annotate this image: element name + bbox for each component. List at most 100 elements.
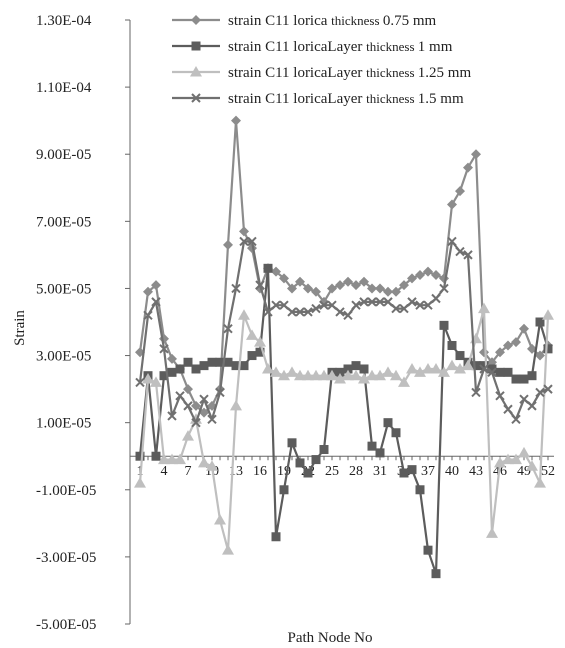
series-2-point xyxy=(335,367,345,377)
series-2-point xyxy=(255,347,265,357)
series-2-point xyxy=(511,374,521,384)
series-1-point xyxy=(375,283,385,294)
series-3-point xyxy=(230,399,242,411)
series-2-point xyxy=(487,364,497,374)
series-3-point xyxy=(414,366,426,377)
series-4-point xyxy=(215,387,225,398)
legend-entry-1: strain C11 lorica thickness 0.75 mm xyxy=(172,13,436,29)
series-4-point xyxy=(191,417,201,428)
series-3-point xyxy=(302,369,314,381)
series-4-point xyxy=(519,394,529,404)
series-1-point xyxy=(471,149,481,160)
y-tick-label: 5.00E-05 xyxy=(36,281,91,297)
series-4-point xyxy=(471,387,481,398)
series-1-point xyxy=(279,273,289,284)
series-3-point xyxy=(286,366,298,377)
series-2-point xyxy=(207,357,217,367)
legend-swatch-marker xyxy=(190,66,202,77)
series-2-point xyxy=(199,361,209,371)
series-1-point xyxy=(447,199,457,210)
x-tick-label: 4 xyxy=(161,464,168,479)
series-1-point xyxy=(311,286,321,297)
series-1-point xyxy=(503,340,513,351)
x-axis: 147101316192225283134374043464952 xyxy=(130,455,555,479)
series-4-point xyxy=(207,414,217,425)
legend-entry-4: strain C11 loricaLayer thickness 1.5 mm xyxy=(172,91,464,107)
series-4 xyxy=(135,236,553,428)
y-axis-title: Strain xyxy=(12,310,28,346)
series-4-point xyxy=(295,307,305,317)
y-tick-label: 7.00E-05 xyxy=(36,214,91,230)
series-4-point xyxy=(151,297,161,307)
series-1-point xyxy=(431,270,441,281)
series-1-point xyxy=(495,347,505,358)
series-1-point xyxy=(407,273,417,284)
legend-entry-2: strain C11 loricaLayer thickness 1 mm xyxy=(172,39,453,55)
series-3-point xyxy=(294,369,306,381)
series-3-point xyxy=(454,362,466,374)
series-4-point xyxy=(335,307,345,317)
x-tick-label: 28 xyxy=(349,464,363,479)
series-3-point xyxy=(174,453,186,465)
series-4-point xyxy=(143,310,153,320)
series-2-point xyxy=(279,485,289,495)
series-1-point xyxy=(351,280,361,291)
series-2-point xyxy=(311,455,321,465)
series-2-point xyxy=(191,364,201,374)
series-3-point xyxy=(358,373,370,384)
y-tick-label: -3.00E-05 xyxy=(36,550,96,566)
series-2-point xyxy=(391,428,401,438)
series-3-point xyxy=(270,366,282,377)
series-3-point xyxy=(342,369,354,381)
series-1-point xyxy=(151,280,161,291)
series-3-point xyxy=(158,453,170,465)
series-3-point xyxy=(134,477,146,488)
series-2-point xyxy=(423,545,433,555)
series-2-point xyxy=(159,371,169,381)
x-tick-label: 31 xyxy=(373,464,387,479)
series-3-point xyxy=(198,456,210,468)
series-1-point xyxy=(343,276,353,287)
legend-label: strain C11 loricaLayer thickness 1.25 mm xyxy=(228,65,471,81)
series-4-point xyxy=(359,297,369,307)
series-1-point xyxy=(535,350,545,361)
series-2-point xyxy=(479,361,489,371)
series-1-point xyxy=(167,353,177,364)
series-1-point xyxy=(191,400,201,411)
series-2-point xyxy=(183,357,193,367)
y-tick-label: -1.00E-05 xyxy=(36,483,96,499)
series-3-point xyxy=(438,366,450,377)
series-4-point xyxy=(167,411,177,421)
series-2-point xyxy=(543,344,553,354)
y-axis: 1.30E-04 1.10E-04 9.00E-05 7.00E-05 5.00E-05… xyxy=(36,13,131,633)
series-4-point xyxy=(319,300,329,310)
series-4-point xyxy=(183,401,193,411)
legend-entry-3: strain C11 loricaLayer thickness 1.25 mm xyxy=(172,65,471,81)
series-3-point xyxy=(430,362,442,374)
series-1-point xyxy=(303,283,313,294)
series-2-point xyxy=(135,451,145,461)
series-2-point xyxy=(167,367,177,377)
series-3-point xyxy=(374,369,386,381)
series-4-point xyxy=(535,387,545,398)
series-4-point xyxy=(455,246,465,257)
y-tick-label: 1.10E-04 xyxy=(36,80,92,96)
x-tick-label: 40 xyxy=(445,464,459,479)
series-3-point xyxy=(398,376,410,387)
series-4-point xyxy=(135,377,145,388)
legend-swatch-marker xyxy=(191,41,201,51)
series-1-point xyxy=(519,323,529,334)
series-3-point xyxy=(262,362,274,374)
series-1-point xyxy=(335,280,345,291)
series-2-point xyxy=(223,357,233,367)
y-tick-label: 1.00E-05 xyxy=(36,416,91,432)
series-3-point xyxy=(486,527,498,538)
series-2-point xyxy=(383,418,393,428)
series-1 xyxy=(135,115,553,418)
series-1-point xyxy=(295,276,305,287)
x-tick-label: 16 xyxy=(253,464,267,479)
series-2-point xyxy=(415,485,425,495)
series-2-point xyxy=(519,374,529,384)
legend: strain C11 lorica thickness 0.75 mm strai… xyxy=(172,13,471,107)
series-2-point xyxy=(399,468,409,478)
